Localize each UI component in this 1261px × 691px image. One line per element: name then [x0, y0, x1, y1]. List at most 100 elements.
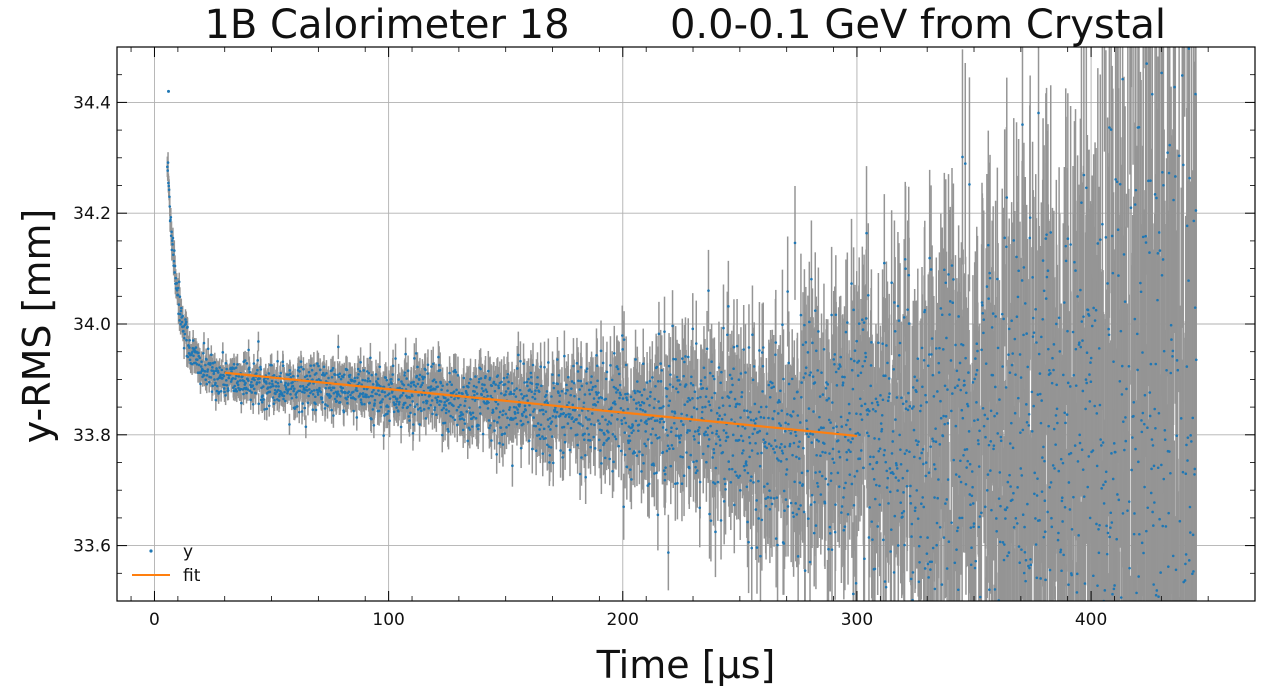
data-point [587, 388, 591, 392]
data-point [362, 387, 366, 391]
data-point [213, 378, 216, 381]
data-point [840, 511, 843, 514]
data-point [579, 379, 583, 383]
data-point [701, 386, 705, 390]
data-point [715, 432, 718, 436]
data-point [199, 365, 203, 368]
data-point [454, 370, 458, 374]
data-point [227, 376, 231, 380]
data-point [644, 430, 647, 433]
data-point [324, 386, 328, 390]
data-point [527, 377, 530, 381]
data-point [463, 404, 466, 408]
data-point [609, 422, 613, 425]
data-point [553, 408, 557, 412]
data-point [844, 423, 848, 427]
data-point [549, 422, 553, 425]
data-point [661, 426, 665, 429]
data-point [248, 366, 251, 370]
data-point [867, 434, 870, 438]
data-point [412, 380, 415, 384]
data-point [616, 367, 620, 371]
data-point [497, 386, 501, 390]
data-point [721, 404, 725, 407]
data-point [709, 409, 713, 412]
data-point [504, 393, 507, 396]
data-point [487, 419, 491, 422]
data-point [284, 381, 287, 385]
data-point [824, 451, 827, 454]
data-point [744, 371, 747, 374]
data-point [507, 408, 511, 412]
data-point [279, 380, 283, 384]
data-point [408, 403, 412, 407]
data-point [452, 390, 456, 393]
data-point [378, 393, 381, 397]
data-point [371, 383, 375, 386]
data-point [585, 382, 589, 385]
data-point [504, 390, 508, 393]
data-point [595, 364, 599, 368]
data-point [846, 512, 850, 516]
data-point [860, 418, 864, 421]
data-point [790, 377, 794, 381]
data-point [747, 435, 751, 439]
data-point [597, 391, 600, 394]
data-point [247, 348, 250, 352]
data-point [406, 405, 410, 409]
data-point [336, 373, 339, 377]
data-point [352, 390, 355, 394]
data-point [735, 474, 739, 477]
data-point [745, 409, 749, 413]
data-point [613, 400, 616, 403]
data-point [403, 371, 407, 374]
data-point [855, 469, 859, 473]
data-point [377, 409, 381, 413]
data-point [361, 378, 365, 382]
data-point [480, 387, 484, 390]
data-point [852, 308, 855, 312]
data-point [178, 312, 182, 316]
data-point [751, 432, 755, 436]
data-point [332, 386, 336, 390]
data-point [441, 384, 444, 388]
data-point [795, 455, 798, 459]
data-point [711, 456, 714, 459]
data-point [679, 434, 683, 437]
data-point [633, 389, 636, 393]
data-point [598, 422, 601, 425]
data-point [863, 359, 867, 363]
data-point [615, 365, 619, 368]
data-point [444, 411, 448, 415]
data-point [771, 417, 775, 421]
data-point [434, 380, 438, 384]
data-point [525, 380, 529, 384]
data-point [273, 388, 277, 392]
data-point [794, 434, 798, 437]
data-point [759, 554, 762, 558]
data-point [641, 362, 645, 365]
data-point [179, 322, 182, 326]
data-point [197, 351, 200, 355]
data-point [786, 412, 789, 416]
data-point [834, 313, 838, 317]
data-point [770, 502, 774, 506]
data-point [686, 400, 689, 403]
data-point [778, 422, 781, 425]
data-point [489, 394, 493, 398]
data-point [761, 364, 765, 368]
data-point [694, 471, 698, 475]
data-point [641, 409, 645, 412]
data-point [684, 383, 688, 386]
data-point [827, 418, 831, 422]
data-point [774, 341, 778, 344]
data-point [804, 341, 808, 344]
data-point [225, 383, 229, 387]
data-point [657, 332, 661, 336]
data-point [421, 377, 425, 381]
data-point [283, 390, 286, 394]
data-point [297, 410, 301, 414]
data-point [368, 379, 372, 383]
data-point [575, 433, 579, 436]
data-point [861, 328, 865, 331]
